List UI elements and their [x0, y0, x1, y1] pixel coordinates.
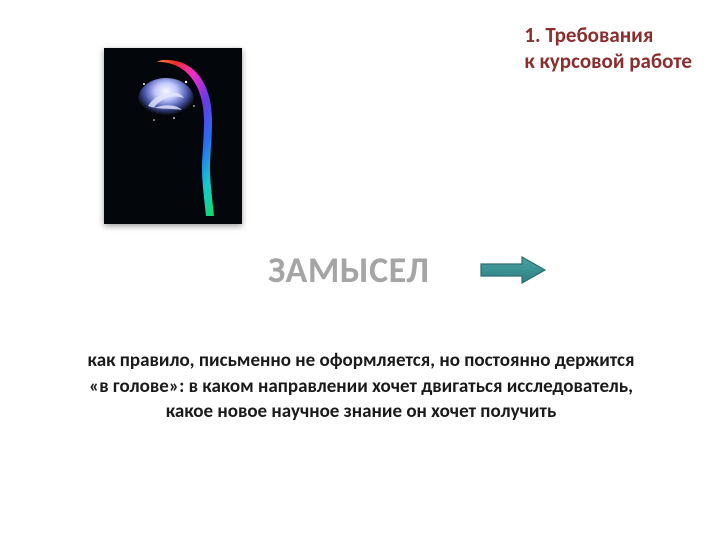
concept-image-svg [104, 48, 242, 224]
heading-line-1: 1. Требования [524, 22, 692, 48]
concept-image [104, 48, 242, 224]
heading-line-2: к курсовой работе [524, 48, 692, 74]
slide: 1. Требования к курсовой работе [0, 0, 720, 540]
main-word: ЗАМЫСЕЛ [268, 248, 429, 292]
slide-heading: 1. Требования к курсовой работе [524, 22, 692, 75]
body-paragraph: как правило, письменно не оформляется, н… [86, 348, 636, 425]
arrow-icon [480, 256, 546, 284]
